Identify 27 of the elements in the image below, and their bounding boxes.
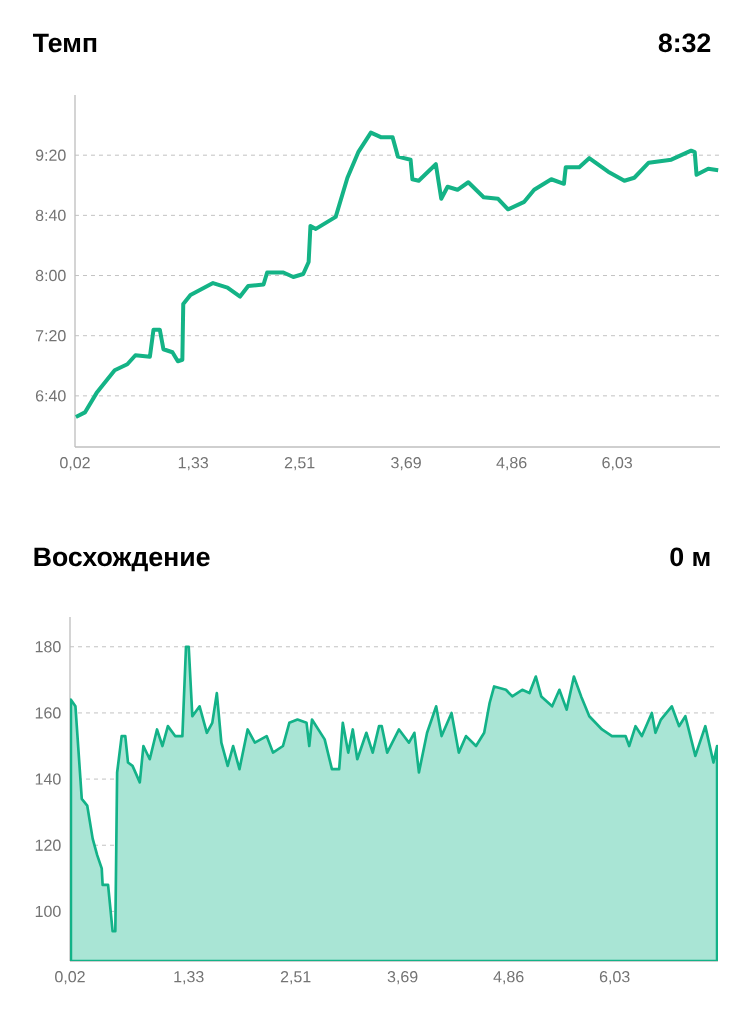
chart-subtitle: 0 м	[670, 547, 710, 567]
x-tick-label: 4,86	[493, 971, 524, 985]
y-tick-label: 120	[35, 839, 61, 851]
chart-title: Восхождение	[34, 547, 210, 572]
x-tick-label: 2,51	[280, 971, 311, 985]
y-tick-label: 9:20	[35, 149, 66, 161]
y-tick-label: 180	[35, 641, 61, 653]
x-tick-label: 1,33	[178, 457, 209, 471]
x-tick-label: 6,03	[602, 457, 633, 471]
y-tick-label: 8:00	[35, 269, 66, 282]
x-tick-label: 0,02	[55, 971, 85, 985]
x-tick-label: 1,33	[174, 971, 204, 985]
y-tick-label: 100	[35, 905, 61, 918]
x-tick-label: 0,02	[60, 457, 90, 471]
chart-title: Темп	[33, 33, 97, 53]
y-tick-label: 7:20	[35, 330, 66, 342]
chart-subtitle: 8:32	[658, 33, 711, 53]
x-tick-label: 4,86	[496, 457, 527, 471]
x-tick-label: 3,69	[391, 457, 421, 471]
x-tick-label: 3,69	[387, 971, 418, 985]
x-tick-label: 6,03	[599, 971, 630, 985]
y-tick-label: 160	[35, 707, 61, 719]
x-tick-label: 2,51	[284, 457, 315, 471]
y-tick-label: 8:40	[35, 209, 66, 221]
y-tick-label: 140	[35, 773, 61, 785]
y-tick-label: 6:40	[35, 390, 66, 402]
line-series	[75, 130, 720, 419]
